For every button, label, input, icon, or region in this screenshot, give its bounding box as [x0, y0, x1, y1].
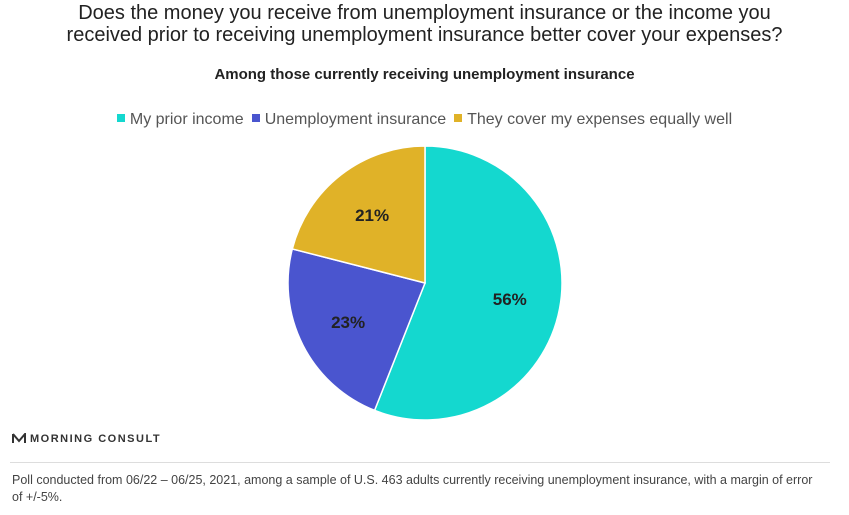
legend: My prior income Unemployment insurance The…: [0, 111, 849, 129]
pie-slice: [291, 145, 426, 284]
legend-swatch: [251, 113, 260, 122]
logo-text: MORNING CONSULT: [30, 433, 162, 445]
legend-label: My prior income: [129, 111, 244, 128]
data-label: 56%: [493, 290, 527, 309]
legend-swatch: [454, 113, 463, 122]
pie-chart: 56% 23% 21%: [287, 145, 563, 421]
chart-subtitle: Among those currently receiving unemploy…: [214, 66, 635, 83]
legend-item: Unemployment insurance: [251, 111, 447, 129]
chart-title: Does the money you receive from unemploy…: [66, 2, 783, 46]
legend-label: They cover my expenses equally well: [467, 111, 733, 128]
source-note: Poll conducted from 06/22 – 06/25, 2021,…: [12, 473, 813, 504]
pie-slice: [373, 145, 563, 421]
legend-label: Unemployment insurance: [264, 111, 447, 128]
logo: MORNING CONSULT: [12, 430, 162, 445]
data-label: 23%: [331, 313, 365, 332]
legend-swatch: [116, 113, 125, 122]
legend-item: They cover my expenses equally well: [454, 111, 732, 129]
data-label: 21%: [355, 206, 389, 225]
logo-icon: [12, 430, 26, 443]
divider: [10, 462, 830, 463]
pie-slice: [287, 248, 427, 412]
legend-item: My prior income: [116, 111, 244, 129]
